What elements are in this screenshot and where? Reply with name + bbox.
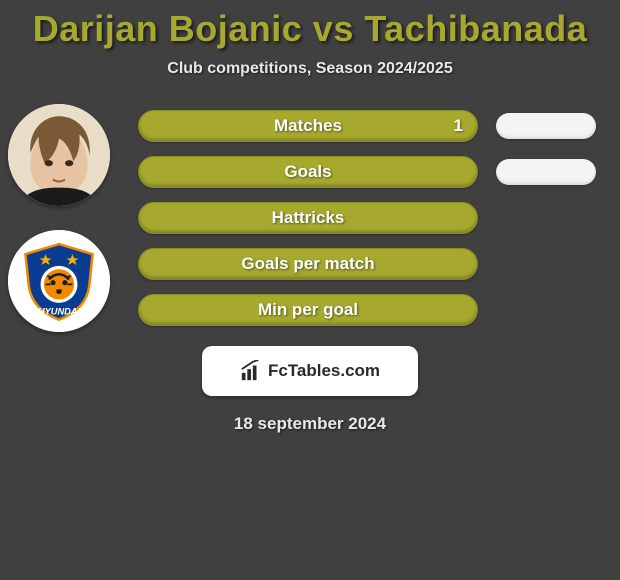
bar-label: Goals per match [241,254,374,274]
club-avatar: HYUNDAI [8,230,110,332]
bar-right-pill [496,159,596,185]
bar-row: Min per goal [138,294,600,326]
club-badge-icon: HYUNDAI [17,239,101,323]
bar-label: Matches [274,116,342,136]
player-icon [8,104,110,206]
bar-right-pill [496,113,596,139]
svg-text:HYUNDAI: HYUNDAI [38,307,81,317]
bar-left: Hattricks [138,202,478,234]
date-text: 18 september 2024 [234,414,386,434]
fctables-logo-text: FcTables.com [268,361,380,381]
bar-label: Goals [284,162,331,182]
chart-area: HYUNDAI Matches 1 Goals Hattricks Goals per … [0,110,620,326]
bar-row: Matches 1 [138,110,600,142]
fctables-logo-box: FcTables.com [202,346,418,396]
club-badge: HYUNDAI [8,230,110,332]
bar-label: Min per goal [258,300,358,320]
bar-label: Hattricks [272,208,345,228]
bar-value-left: 1 [454,116,463,136]
subtitle: Club competitions, Season 2024/2025 [167,60,452,78]
bar-row: Hattricks [138,202,600,234]
player-avatar [8,104,110,206]
bar-left: Goals per match [138,248,478,280]
bar-list: Matches 1 Goals Hattricks Goals per match Min… [138,110,600,326]
bar-left: Min per goal [138,294,478,326]
avatar-stack: HYUNDAI [8,104,110,332]
bar-row: Goals [138,156,600,188]
page-title: Darijan Bojanic vs Tachibanada [33,8,588,50]
bar-left: Matches 1 [138,110,478,142]
bar-chart-icon [240,360,262,382]
bar-left: Goals [138,156,478,188]
bar-row: Goals per match [138,248,600,280]
infographic-content: Darijan Bojanic vs Tachibanada Club comp… [0,0,620,580]
